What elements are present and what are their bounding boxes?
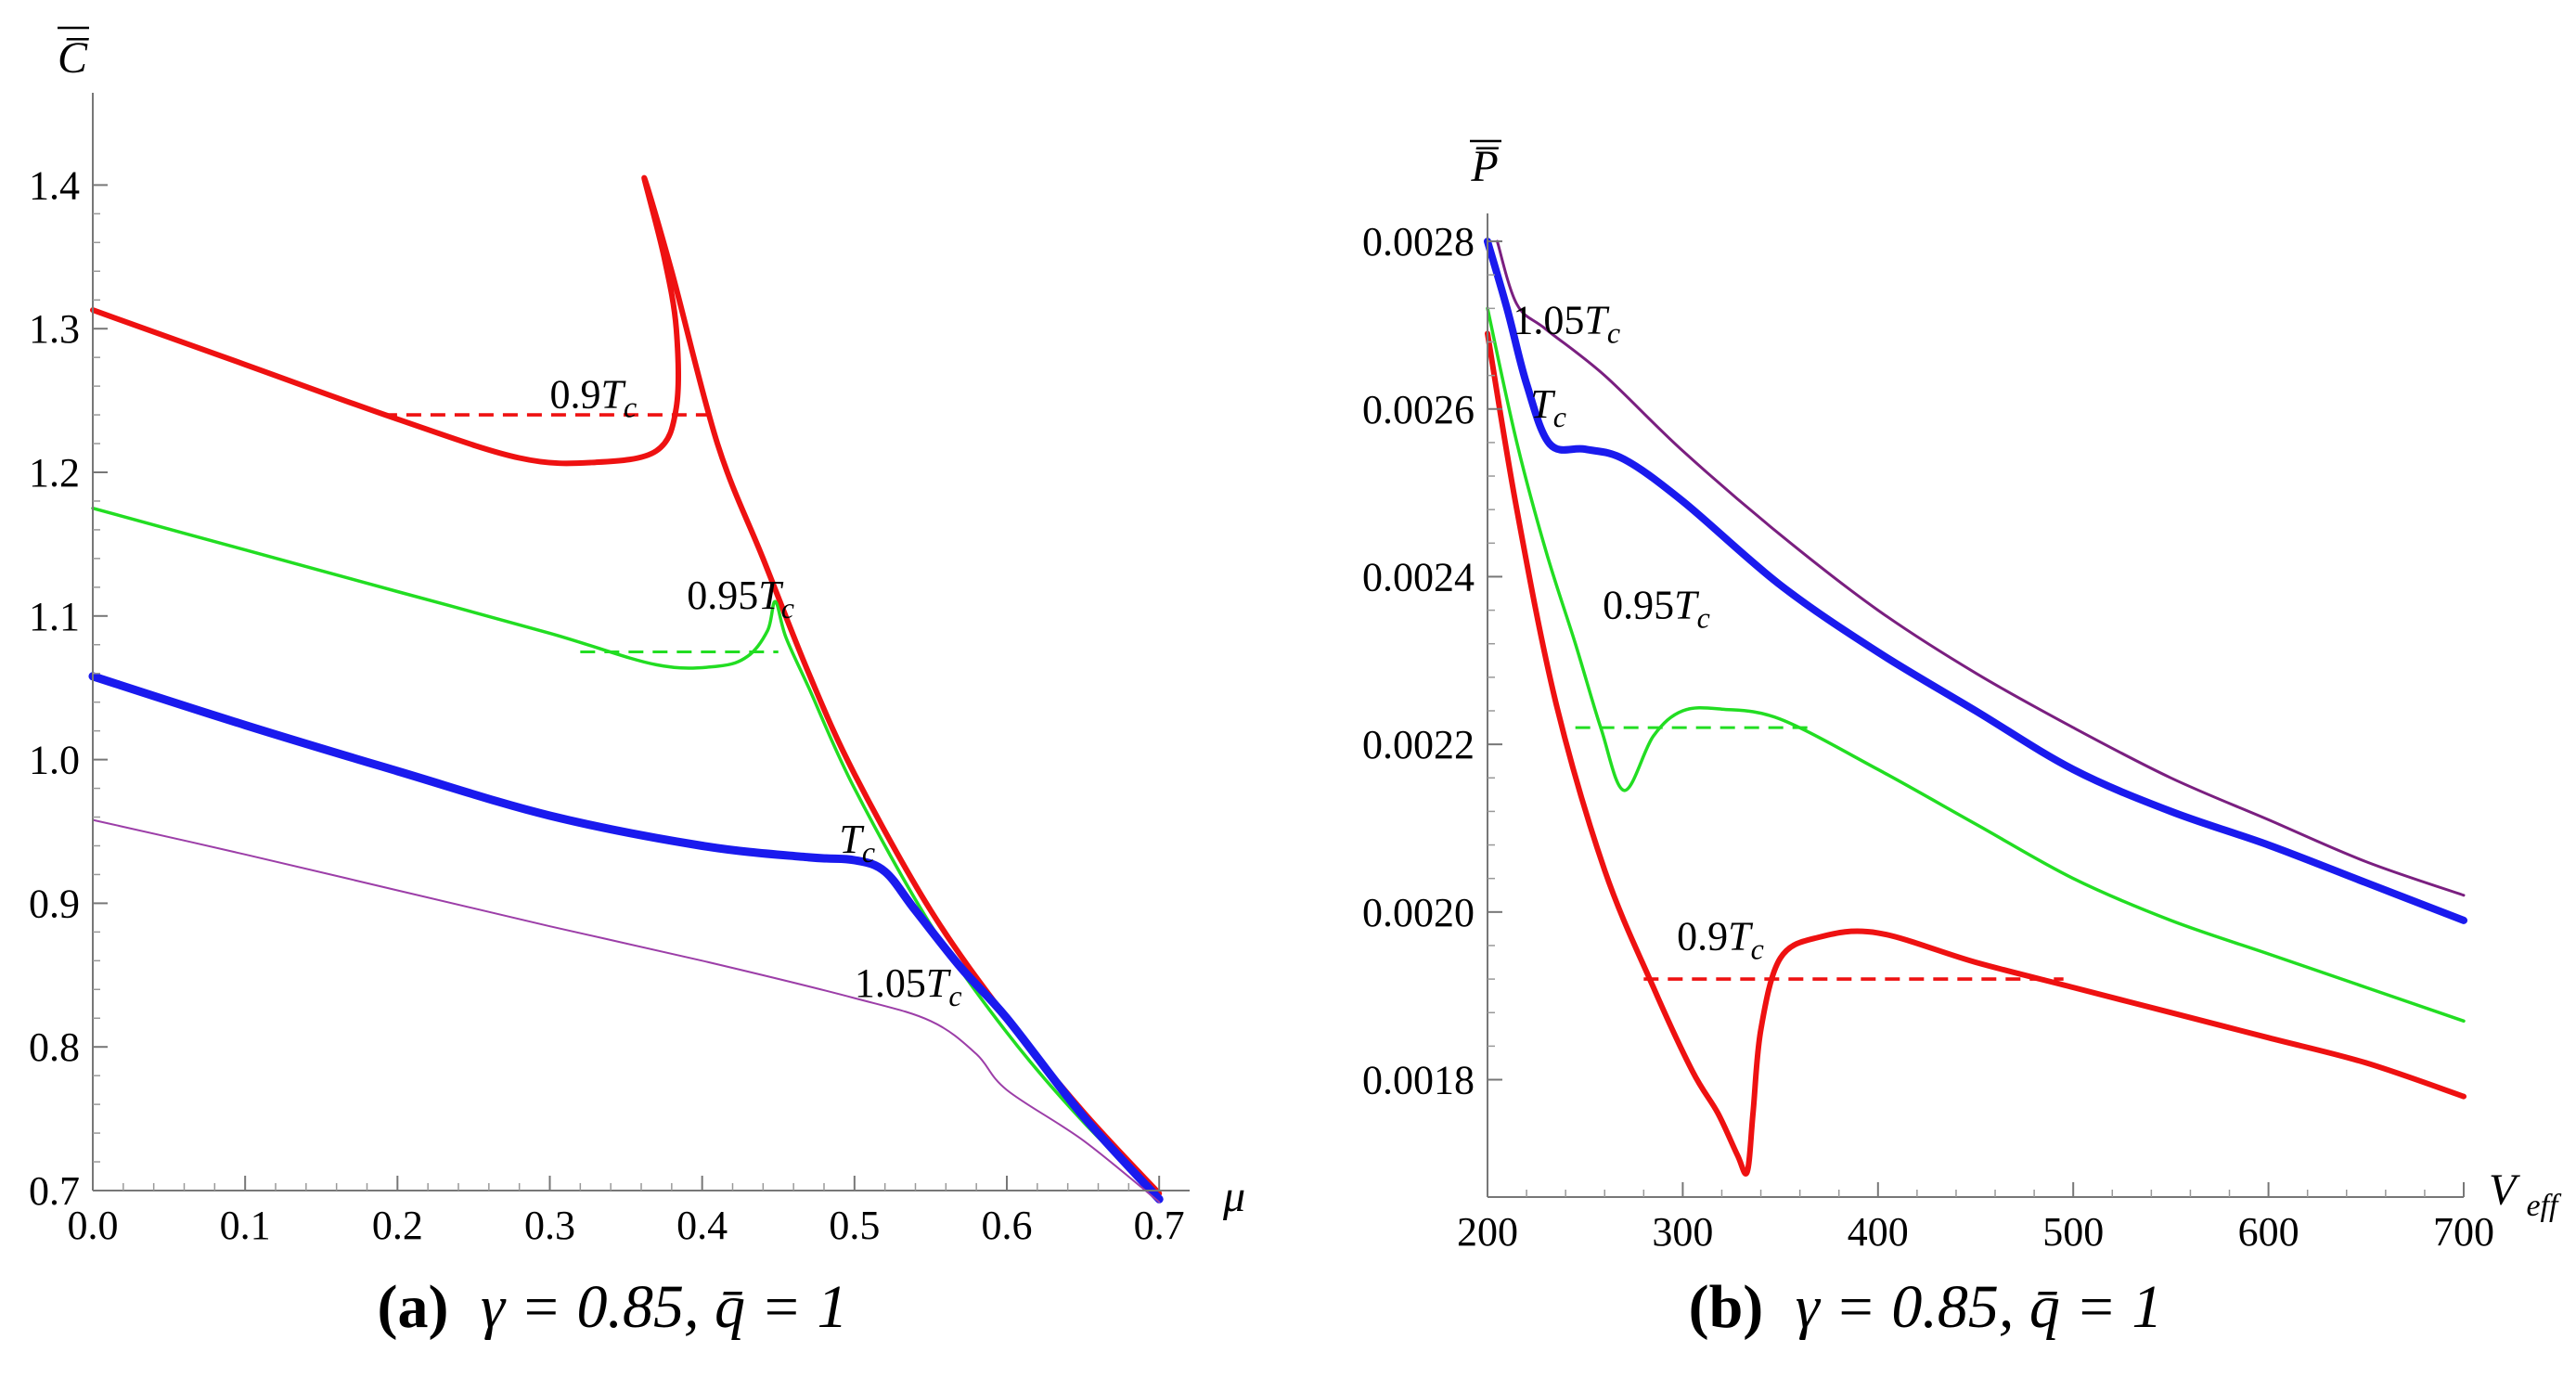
panel-b-series-0_9Tc-line — [1485, 330, 2467, 1177]
panel-b-series-label: 0.95Tc — [1603, 583, 1710, 635]
panel-b-x-tick-label: 500 — [2042, 1209, 2104, 1255]
panel-b-x-axis-label: V eff — [2489, 1166, 2562, 1223]
panel-a-y-tick-label: 1.4 — [29, 162, 80, 208]
panel-a-series-0_9Tc-line — [90, 174, 1163, 1197]
panel-b-y-tick-label: 0.0022 — [1362, 722, 1475, 767]
panel-a-y-tick-label: 0.8 — [29, 1024, 80, 1070]
panel-b-y-axis-label: P̅ — [1470, 142, 1499, 191]
panel-a: 0.0 0.1 0.2 0.3 0.4 0.5 0.6 0.7 0.7 0.8 0.9 1.0 1.1 1… — [29, 26, 1245, 1341]
panel-b-axes — [1487, 213, 2464, 1198]
panel-a-y-tick-label: 1.1 — [29, 594, 80, 639]
panel-a-series-label: Tc — [839, 817, 875, 869]
panel-a-caption: (a) γ = 0.85, q̄ = 1 — [377, 1273, 847, 1341]
panel-a-x-tick-label: 0.4 — [676, 1203, 728, 1248]
panel-b-series-label: 1.05Tc — [1513, 297, 1620, 349]
panel-b-ticks: 200 300 400 500 600 700 0.0018 0.0020 0.0022 0.00… — [1362, 219, 2494, 1255]
panel-b-y-tick-label: 0.0024 — [1362, 554, 1475, 599]
panel-b-x-tick-label: 300 — [1652, 1209, 1713, 1255]
panel-a-axes — [92, 93, 1190, 1191]
panel-a-series-label: 1.05Tc — [855, 960, 962, 1012]
panel-b-x-axis-label-sub: eff — [2526, 1189, 2562, 1223]
panel-a-x-axis-label: μ — [1222, 1172, 1245, 1221]
panel-b-series-0_95Tc-line — [1486, 306, 2466, 1024]
panel-a-x-tick-label: 0.2 — [372, 1203, 423, 1248]
panel-b-series-label: Tc — [1530, 381, 1566, 433]
panel-a-x-tick-label: 0.6 — [982, 1203, 1033, 1248]
panel-a-x-tick-label: 0.0 — [68, 1203, 119, 1248]
panel-a-y-tick-label: 1.3 — [29, 306, 80, 352]
panel-a-series-1_05Tc-line — [92, 818, 1161, 1204]
panel-a-x-tick-label: 0.3 — [524, 1203, 575, 1248]
panel-b-curves — [1484, 238, 2467, 1177]
panel-a-series-0_95Tc-line — [91, 506, 1161, 1198]
panel-a-curves — [88, 174, 1164, 1204]
panel-a-y-axis-label: C̅ — [58, 33, 89, 83]
panel-b-x-tick-label: 600 — [2238, 1209, 2299, 1255]
panel-a-series-label: 0.9Tc — [550, 371, 638, 423]
panel-a-x-tick-label: 0.5 — [829, 1203, 880, 1248]
panel-b-x-axis-label-main: V — [2489, 1166, 2520, 1215]
panel-a-series-label: 0.95Tc — [687, 573, 794, 625]
panel-a-x-tick-label: 0.1 — [220, 1203, 271, 1248]
panel-a-caption-tag: (a) — [377, 1273, 448, 1341]
panel-a-ticks: 0.0 0.1 0.2 0.3 0.4 0.5 0.6 0.7 0.7 0.8 0.9 1.0 1.1 1… — [29, 162, 1185, 1248]
panel-b-x-tick-label: 400 — [1848, 1209, 1909, 1255]
panel-a-y-tick-label: 1.2 — [29, 450, 80, 496]
panel-b-series-label: 0.9Tc — [1677, 913, 1764, 965]
panel-b-x-tick-label: 200 — [1457, 1209, 1518, 1255]
panel-a-y-tick-label: 1.0 — [29, 738, 80, 783]
panel-a-x-tick-label: 0.7 — [1134, 1203, 1185, 1248]
panel-b-y-tick-label: 0.0028 — [1362, 219, 1475, 264]
panel-b-y-tick-label: 0.0026 — [1362, 387, 1475, 432]
panel-b-y-tick-label: 0.0020 — [1362, 890, 1475, 935]
panel-a-y-tick-label: 0.7 — [29, 1168, 80, 1214]
panel-b-caption-text: γ = 0.85, q̄ = 1 — [1796, 1273, 2163, 1341]
panel-b-y-tick-label: 0.0018 — [1362, 1058, 1475, 1103]
panel-b: 200 300 400 500 600 700 0.0018 0.0020 0.0022 0.00… — [1362, 139, 2562, 1341]
panel-b-caption: (b) γ = 0.85, q̄ = 1 — [1689, 1273, 2163, 1341]
panel-b-curve-labels: 1.05Tc Tc 0.95Tc 0.9Tc — [1513, 297, 1763, 965]
panel-a-series-Tc-line — [88, 672, 1164, 1204]
panel-a-curve-labels: 0.9Tc 0.95Tc Tc 1.05Tc — [550, 371, 962, 1012]
panel-a-caption-text: γ = 0.85, q̄ = 1 — [481, 1273, 848, 1341]
panel-a-y-tick-label: 0.9 — [29, 881, 80, 926]
panel-b-series-1_05Tc-line — [1496, 239, 2466, 897]
panel-b-series-Tc-line — [1484, 238, 2467, 924]
panel-b-caption-tag: (b) — [1689, 1273, 1764, 1341]
panel-b-x-tick-label: 700 — [2433, 1209, 2494, 1255]
